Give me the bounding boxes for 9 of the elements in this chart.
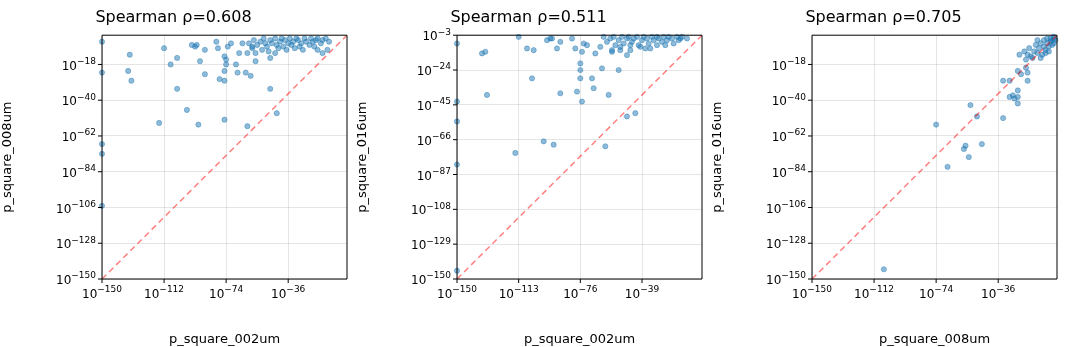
y-axis-title: p_square_008um [0,101,15,213]
x-axis-title: p_square_002um [168,330,281,346]
chart-title: Spearman ρ=0.511 [450,6,607,26]
chart-title: Spearman ρ=0.608 [95,6,252,26]
x-axis-title: p_square_008um [878,330,991,346]
chart-title: Spearman ρ=0.705 [805,6,962,26]
y-axis-title: p_square_016um [709,101,725,213]
x-axis-title: p_square_002um [523,330,636,346]
y-axis-title: p_square_016um [354,101,370,213]
